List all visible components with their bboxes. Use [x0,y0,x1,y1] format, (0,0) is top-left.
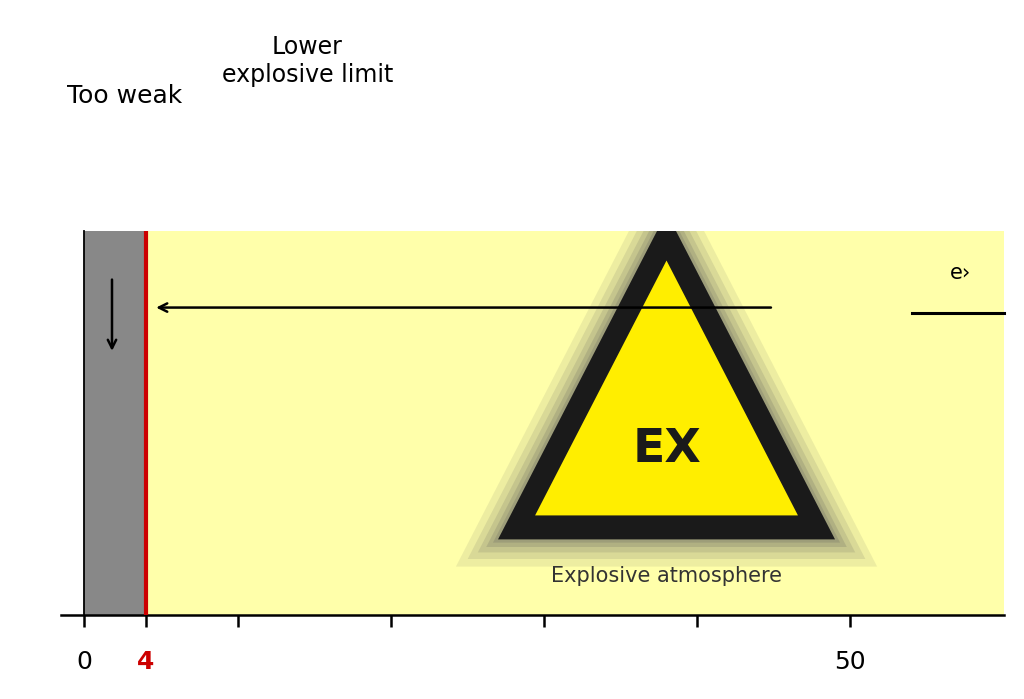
Text: EX: EX [632,427,700,473]
Polygon shape [478,187,855,552]
Bar [84,231,145,615]
Polygon shape [493,206,840,542]
Text: 50: 50 [835,650,866,674]
Text: 0: 0 [77,650,92,674]
Polygon shape [536,261,798,515]
Text: Too weak: Too weak [67,84,182,108]
Polygon shape [456,158,878,567]
Text: Explosive atmosphere: Explosive atmosphere [551,566,782,586]
Text: e›: e› [950,263,971,283]
Polygon shape [468,173,865,559]
Polygon shape [498,212,835,540]
Text: 4: 4 [137,650,155,674]
Polygon shape [486,197,847,547]
Text: Lower
explosive limit: Lower explosive limit [221,35,393,87]
